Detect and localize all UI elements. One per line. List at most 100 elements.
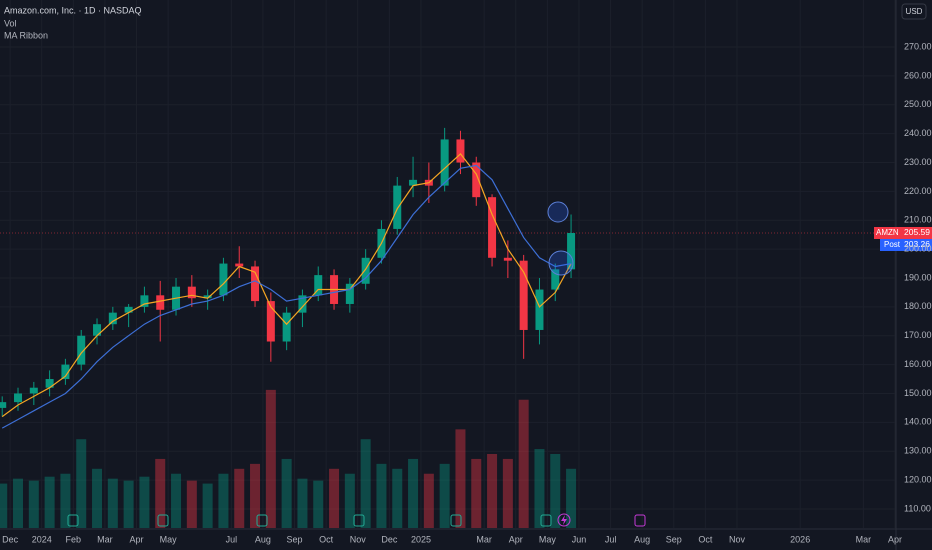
earnings-icon[interactable] <box>256 514 268 527</box>
x-tick-label: Oct <box>698 534 713 544</box>
y-tick-label: 270.00 <box>904 41 932 51</box>
earnings-icon[interactable] <box>450 514 462 527</box>
candle-body <box>503 257 512 261</box>
candle-body <box>314 275 323 296</box>
candle-body <box>93 324 102 336</box>
indicator-label: MA Ribbon <box>4 30 48 40</box>
x-tick-label: Dec <box>2 534 19 544</box>
volume-bar <box>376 463 387 528</box>
candle-body <box>108 312 117 325</box>
candle-body <box>266 301 275 342</box>
volume-bar <box>518 399 529 528</box>
y-tick-label: 200.00 <box>904 244 932 254</box>
x-tick-label: 2024 <box>32 534 52 544</box>
volume-bar <box>344 473 355 528</box>
volume-bar <box>76 439 87 528</box>
candle-body <box>472 162 481 198</box>
earnings-icon[interactable] <box>67 514 79 527</box>
candle-body <box>124 306 133 313</box>
y-tick-label: 250.00 <box>904 99 932 109</box>
x-tick-label: Oct <box>319 534 334 544</box>
volume-bar <box>423 473 434 528</box>
candle-body <box>251 266 260 302</box>
candle-body <box>235 263 244 267</box>
moving-average <box>1 153 572 418</box>
x-tick-label: Dec <box>381 534 398 544</box>
candle-body <box>567 232 576 270</box>
candle-body <box>203 295 212 299</box>
candle-body <box>519 260 528 330</box>
x-tick-label: Jun <box>572 534 587 544</box>
currency-button[interactable] <box>901 3 927 20</box>
lightning-icon <box>561 515 567 525</box>
y-tick-label: 120.00 <box>904 474 932 484</box>
y-tick-label: 240.00 <box>904 128 932 138</box>
candle-body <box>345 283 354 304</box>
annotation-circle <box>547 201 569 223</box>
volume-bar <box>28 480 39 528</box>
x-tick-label: Jul <box>605 534 617 544</box>
candle-body <box>456 139 465 163</box>
x-tick-label: Mar <box>97 534 113 544</box>
volume-bar <box>297 478 308 528</box>
volume-pane <box>0 389 577 528</box>
candle-body <box>187 286 196 299</box>
candle-body <box>409 179 418 186</box>
volume-bar <box>534 449 545 528</box>
y-tick-label: 140.00 <box>904 417 932 427</box>
volume-bar <box>313 480 324 528</box>
volume-bar <box>329 468 340 528</box>
volume-bar <box>13 478 24 528</box>
x-tick-label: Aug <box>255 534 271 544</box>
volume-bar <box>92 468 103 528</box>
x-tick-label: Jul <box>226 534 238 544</box>
volume-bar <box>392 468 403 528</box>
candle-body <box>393 185 402 229</box>
x-tick-label: Feb <box>66 534 82 544</box>
currency-label[interactable]: USD <box>906 7 923 16</box>
x-tick-label: Apr <box>888 534 902 544</box>
price-tag <box>874 226 932 239</box>
volume-bar <box>186 480 197 528</box>
x-tick-label: May <box>160 534 178 544</box>
y-tick-label: 130.00 <box>904 446 932 456</box>
volume-bar <box>502 458 513 528</box>
volume-bar <box>234 468 245 528</box>
earnings-icon[interactable] <box>353 514 365 527</box>
volume-bar <box>487 454 498 528</box>
volume-bar <box>218 473 229 528</box>
y-tick-label: 180.00 <box>904 301 932 311</box>
earnings-icon[interactable] <box>540 514 552 527</box>
candle-body <box>0 402 7 408</box>
earnings-icon[interactable] <box>634 514 646 527</box>
volume-bar <box>439 463 450 528</box>
candle-body <box>29 387 38 394</box>
candle-body <box>14 393 23 403</box>
candle-body <box>140 295 149 307</box>
volume-bar <box>550 454 561 528</box>
price-tag-symbol: AMZN <box>876 228 899 237</box>
candle-body <box>156 295 165 310</box>
price-tag <box>880 238 932 251</box>
y-tick-label: 110.00 <box>904 503 931 513</box>
earnings-icon[interactable] <box>157 514 169 527</box>
candle-body <box>551 269 560 290</box>
x-tick-label: Aug <box>634 534 650 544</box>
volume-bar <box>360 439 371 528</box>
x-tick-label: Mar <box>856 534 872 544</box>
volume-bar <box>408 458 419 528</box>
candle-body <box>77 335 86 365</box>
volume-bar <box>171 473 182 528</box>
volume-bar <box>155 458 166 528</box>
dividend-icon[interactable] <box>557 513 571 527</box>
candle-body <box>45 379 54 388</box>
candle-body <box>298 295 307 313</box>
price-tag-label: Post <box>884 240 901 249</box>
volume-bar <box>265 389 276 528</box>
moving-average <box>1 164 572 429</box>
volume-bar <box>44 476 55 528</box>
